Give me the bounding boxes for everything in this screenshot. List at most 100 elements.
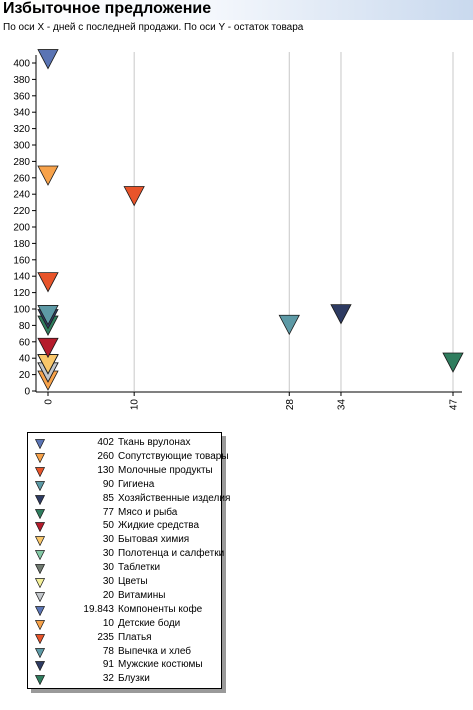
legend-item: 19.843 Компоненты кофе	[28, 604, 221, 618]
y-tick-label: 60	[19, 337, 31, 348]
legend-item: 78 Выпечка и хлеб	[28, 646, 221, 660]
legend-label: Гигиена	[118, 478, 155, 490]
legend-label: Блузки	[118, 673, 150, 685]
y-tick-label: 200	[13, 223, 30, 234]
legend-label: Платья	[118, 631, 152, 643]
legend-marker	[35, 578, 45, 588]
data-point-marker	[37, 49, 59, 70]
legend-marker	[35, 439, 45, 449]
y-tick-label: 20	[19, 370, 31, 381]
y-tick-label: 0	[24, 387, 30, 398]
x-tick-label: 34	[336, 399, 347, 411]
legend-item: 235 Платья	[28, 632, 221, 646]
legend-marker	[35, 619, 45, 630]
legend-item: 30 Бытовая химия	[28, 534, 221, 548]
legend-value: 32	[102, 673, 114, 685]
legend-value: 402	[97, 437, 114, 448]
legend-label: Мужские костюмы	[118, 659, 203, 671]
legend-marker-icon	[35, 439, 45, 449]
data-point-marker	[330, 304, 352, 325]
x-tick-label: 0	[44, 399, 55, 405]
legend-marker	[35, 494, 45, 505]
y-tick-label: 340	[13, 108, 30, 119]
legend-marker	[35, 647, 45, 658]
legend-marker-icon	[35, 675, 45, 686]
legend-marker	[35, 522, 45, 533]
legend-marker-icon	[35, 550, 45, 561]
y-tick-label: 320	[13, 124, 30, 135]
x-tick-label: 28	[285, 399, 296, 411]
legend-value: 10	[102, 617, 114, 629]
legend-value: 260	[97, 450, 114, 462]
y-tick-label: 240	[13, 190, 30, 201]
y-tick-label: 160	[13, 255, 30, 266]
legend-marker-icon	[35, 619, 45, 630]
legend-label: Молочные продукты	[118, 464, 213, 476]
y-tick-label: 360	[13, 91, 30, 102]
legend-label: Ткань врулонах	[118, 437, 191, 448]
legend-marker	[35, 564, 45, 575]
y-tick-label: 80	[19, 321, 31, 332]
legend-value: 130	[97, 464, 114, 476]
legend-marker-icon	[35, 592, 45, 602]
x-tick-label: 10	[130, 399, 141, 411]
legend-marker-icon	[35, 578, 45, 588]
legend-label: Цветы	[118, 576, 148, 587]
data-point-marker	[37, 337, 59, 359]
data-point-marker	[37, 165, 59, 186]
legend-value: 77	[102, 506, 114, 518]
legend-marker	[35, 592, 45, 602]
legend-item: 91 Мужские костюмы	[28, 659, 221, 673]
legend-marker-icon	[35, 647, 45, 658]
legend-marker-icon	[35, 633, 45, 644]
x-tick-label: 47	[449, 399, 460, 411]
legend-value: 90	[102, 478, 114, 490]
legend-item: 30 Полотенца и салфетки	[28, 548, 224, 562]
legend-marker-icon	[35, 508, 45, 519]
y-tick-label: 300	[13, 141, 30, 152]
legend-item: 260 Сопутствующие товары	[28, 450, 229, 465]
y-tick-label: 280	[13, 157, 30, 168]
legend-marker	[35, 550, 45, 561]
legend-label: Детские боди	[118, 617, 181, 629]
legend: 402 Ткань врулонах 260 Сопутствующие товары…	[27, 432, 230, 689]
legend-label: Витамины	[118, 589, 166, 601]
legend-marker	[35, 633, 45, 644]
data-point-marker	[442, 352, 464, 373]
legend-item: 130 Молочные продукты	[28, 465, 221, 479]
legend-marker-icon	[35, 453, 45, 463]
legend-item: 402 Ткань врулонах	[28, 437, 221, 451]
legend-marker-icon	[35, 522, 45, 533]
legend-value: 20	[102, 589, 114, 601]
legend-marker-icon	[35, 536, 45, 547]
legend-label: Хозяйственные изделия	[118, 492, 231, 504]
legend-item: 20 Витамины	[28, 590, 221, 604]
legend-value: 50	[102, 520, 114, 532]
y-tick-label: 140	[13, 272, 30, 283]
y-tick-label: 220	[13, 206, 30, 217]
legend-item: 30 Таблетки	[28, 562, 221, 576]
legend-marker	[35, 605, 45, 616]
legend-marker-icon	[35, 564, 45, 575]
legend-item: 50 Жидкие средства	[28, 520, 221, 534]
legend-item: 85 Хозяйственные изделия	[28, 493, 230, 507]
legend-marker	[35, 536, 45, 547]
chart-title: Избыточное предложение	[3, 0, 212, 17]
legend-marker	[35, 508, 45, 519]
y-tick-label: 380	[13, 75, 30, 86]
chart-header	[0, 0, 473, 20]
legend-item: 32 Блузки	[28, 673, 221, 687]
chart-subtitle: По оси X - дней с последней продажи. По …	[3, 22, 304, 33]
y-tick-label: 260	[13, 173, 30, 184]
legend-value: 30	[102, 576, 114, 587]
legend-label: Жидкие средства	[118, 520, 200, 532]
legend-marker-icon	[35, 605, 45, 616]
legend-marker-icon	[35, 494, 45, 505]
legend-item: 30 Цветы	[28, 576, 221, 590]
legend-marker	[35, 453, 45, 463]
y-tick-label: 180	[13, 239, 30, 250]
legend-marker	[35, 661, 45, 672]
legend-marker-icon	[35, 466, 45, 477]
legend-value: 91	[102, 659, 114, 671]
legend-label: Мясо и рыба	[118, 506, 178, 518]
